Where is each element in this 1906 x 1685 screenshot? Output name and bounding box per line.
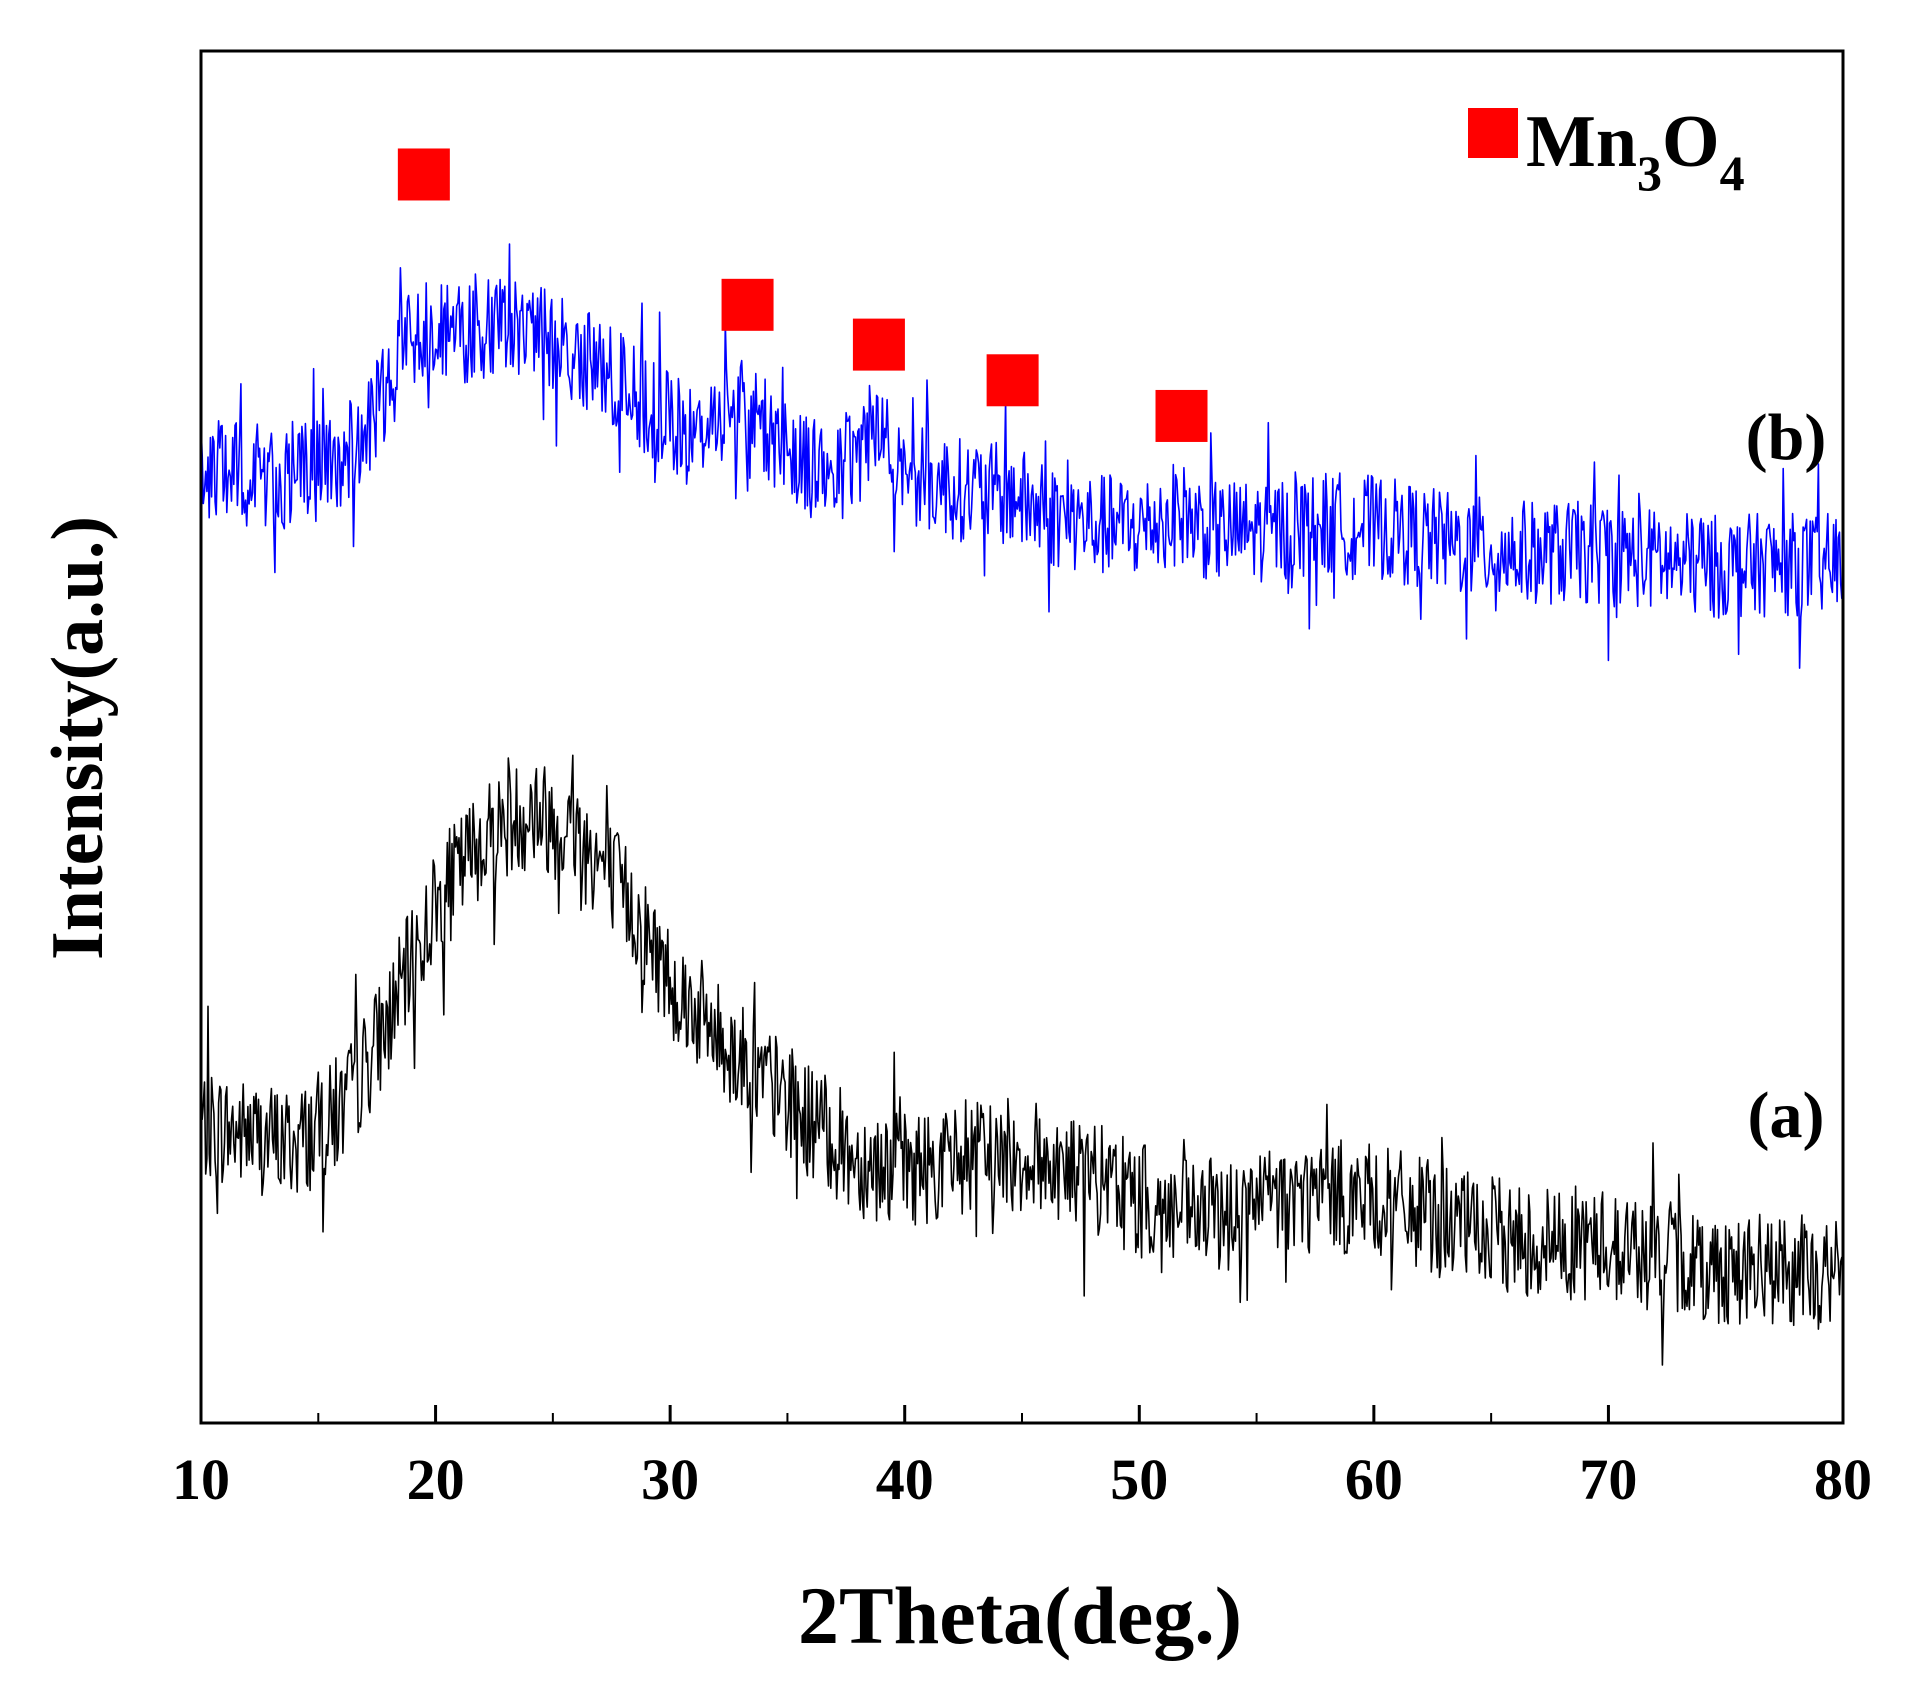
mn3o4-peak-marker xyxy=(852,318,905,371)
x-tick-label: 40 xyxy=(876,1447,934,1512)
series-label-b: (b) xyxy=(1746,401,1827,474)
mn3o4-peak-marker xyxy=(986,354,1039,407)
x-axis-label: 2Theta(deg.) xyxy=(798,1570,1242,1661)
x-tick-label: 50 xyxy=(1110,1447,1168,1512)
series-label-a: (a) xyxy=(1748,1079,1825,1152)
x-tick-label: 70 xyxy=(1579,1447,1637,1512)
mn3o4-peak-marker xyxy=(1155,389,1208,442)
series-line-a xyxy=(200,754,1844,1366)
legend-label-sub-3: 3 xyxy=(1637,145,1662,201)
y-axis-label: Intensity(a.u.) xyxy=(37,516,119,960)
legend-label-sub-4: 4 xyxy=(1720,145,1745,201)
legend-label: Mn3O4 xyxy=(1526,101,1745,201)
legend-marker xyxy=(1468,108,1518,158)
series-line-b xyxy=(200,243,1844,669)
legend: Mn3O4 xyxy=(1468,101,1745,201)
legend-label-o: O xyxy=(1662,101,1720,183)
x-tick-label: 10 xyxy=(172,1447,230,1512)
plot-frame xyxy=(199,49,1845,1425)
mn3o4-peak-marker xyxy=(721,278,774,331)
annotation-layer xyxy=(397,148,1208,442)
x-tick-label: 20 xyxy=(407,1447,465,1512)
x-tick-label: 30 xyxy=(641,1447,699,1512)
x-axis-ticks: 10 20 30 40 50 60 70 80 xyxy=(172,1405,1872,1512)
legend-label-mn: Mn xyxy=(1526,101,1637,183)
x-tick-label: 60 xyxy=(1345,1447,1403,1512)
mn3o4-peak-marker xyxy=(397,148,450,201)
x-tick-label: 80 xyxy=(1814,1447,1872,1512)
series-layer xyxy=(200,243,1844,1366)
